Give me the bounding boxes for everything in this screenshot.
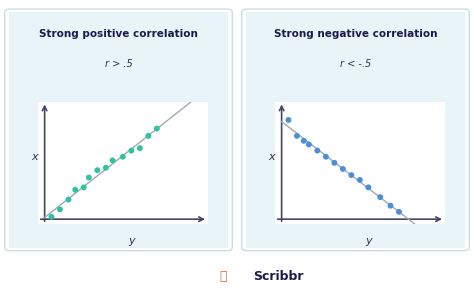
Point: [48, 214, 55, 219]
Text: 🛡: 🛡: [219, 270, 227, 283]
Point: [102, 165, 109, 170]
Text: r < -.5: r < -.5: [340, 59, 371, 69]
Point: [80, 185, 88, 190]
Point: [285, 117, 292, 122]
Point: [145, 133, 152, 138]
Point: [93, 168, 101, 173]
Point: [85, 175, 92, 180]
Text: r > .5: r > .5: [105, 59, 132, 69]
Point: [109, 158, 117, 163]
Point: [300, 138, 308, 143]
Point: [293, 133, 301, 138]
Text: x: x: [268, 152, 275, 162]
Point: [313, 148, 321, 153]
Point: [56, 207, 64, 212]
Text: Scribbr: Scribbr: [254, 270, 304, 283]
Point: [64, 197, 72, 202]
Point: [72, 187, 79, 192]
Point: [305, 142, 313, 147]
Text: y: y: [365, 236, 372, 246]
Point: [119, 154, 127, 159]
Point: [136, 146, 144, 151]
Point: [376, 195, 384, 200]
Point: [339, 166, 346, 171]
Point: [330, 160, 338, 165]
Point: [356, 178, 364, 182]
Text: y: y: [128, 236, 135, 246]
Point: [347, 173, 355, 178]
Text: Strong positive correlation: Strong positive correlation: [39, 29, 198, 39]
Point: [128, 148, 135, 153]
Point: [395, 209, 403, 214]
Point: [387, 203, 394, 208]
Text: Strong negative correlation: Strong negative correlation: [274, 29, 437, 39]
Point: [365, 185, 372, 190]
Text: x: x: [31, 152, 38, 162]
Point: [153, 126, 161, 131]
Point: [322, 154, 329, 159]
